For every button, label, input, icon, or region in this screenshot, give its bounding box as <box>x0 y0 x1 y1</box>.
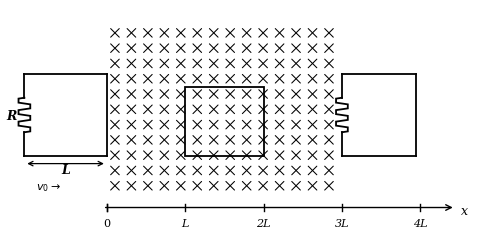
Text: L: L <box>61 164 70 177</box>
Text: 4L: 4L <box>413 218 428 228</box>
Text: $v_0\rightarrow$: $v_0\rightarrow$ <box>36 181 60 193</box>
Text: 2L: 2L <box>256 218 271 228</box>
Text: R: R <box>6 109 16 122</box>
Text: L: L <box>181 218 189 228</box>
Text: x: x <box>461 204 468 217</box>
Bar <box>185 87 264 156</box>
Text: 0: 0 <box>103 218 110 228</box>
Text: 3L: 3L <box>335 218 349 228</box>
